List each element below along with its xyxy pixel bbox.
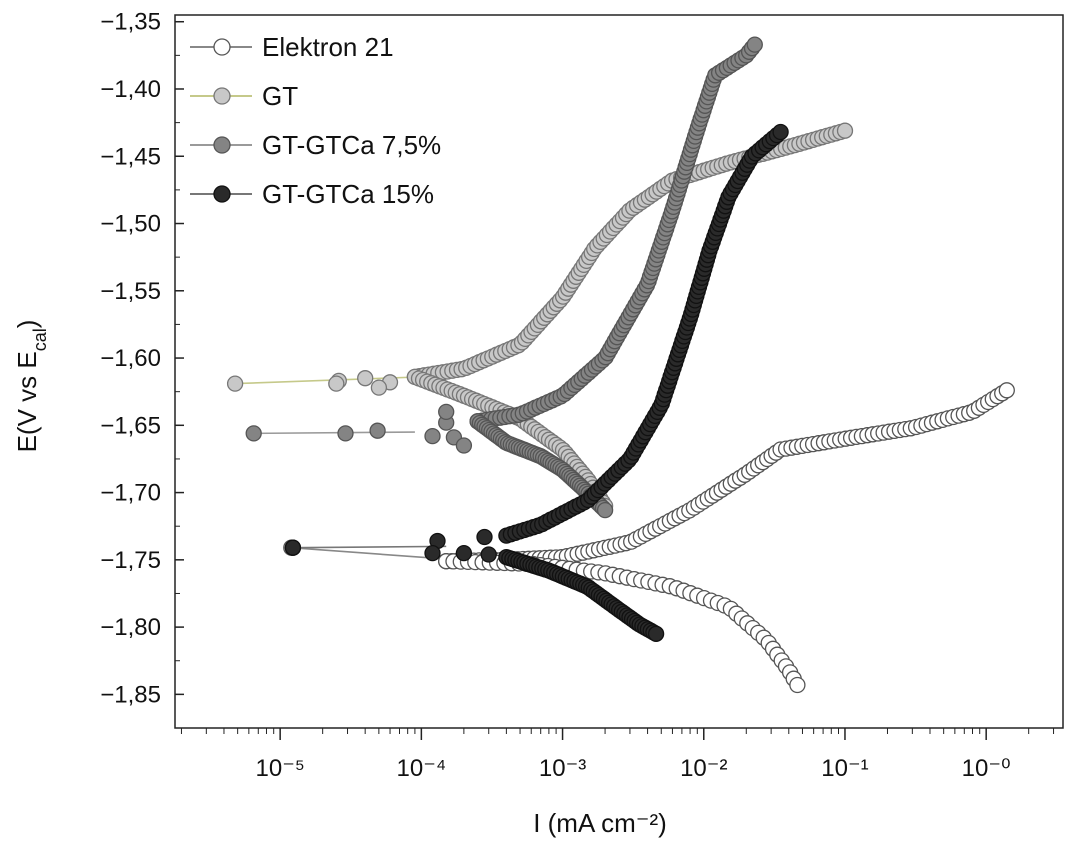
legend-label: GT-GTCa 15% <box>262 179 434 209</box>
series-2 <box>245 36 763 519</box>
data-point <box>357 370 374 387</box>
legend-label: Elektron 21 <box>262 32 394 62</box>
legend-marker <box>213 185 231 203</box>
data-point <box>328 375 345 392</box>
data-point <box>596 501 614 519</box>
data-point <box>480 546 497 563</box>
series-tail-line <box>292 545 447 549</box>
y-tick-label: −1,75 <box>100 547 161 574</box>
y-tick-label: −1,80 <box>100 614 161 641</box>
plot-area <box>226 36 1015 694</box>
y-tick-label: −1,65 <box>100 412 161 439</box>
legend: Elektron 21 GT GT-GTCa 7,5% GT-GTCa 15% <box>190 32 441 209</box>
data-point <box>998 382 1015 399</box>
y-tick-label: −1,55 <box>100 278 161 305</box>
legend-label: GT <box>262 81 298 111</box>
data-point <box>789 676 806 694</box>
legend-label: GT-GTCa 7,5% <box>262 130 441 160</box>
data-point <box>424 544 441 562</box>
y-tick-label: −1,85 <box>100 681 161 708</box>
data-point <box>455 544 473 562</box>
data-point <box>424 427 441 445</box>
x-tick-label: 10⁻³ <box>539 755 586 782</box>
series-tail-line <box>253 431 415 435</box>
y-tick-label: −1,60 <box>100 345 161 372</box>
data-point <box>284 539 302 556</box>
y-tick-label: −1,50 <box>100 211 161 238</box>
x-tick-label: 10⁻⁵ <box>256 755 305 782</box>
data-point <box>647 625 665 642</box>
data-point <box>370 379 388 396</box>
data-point <box>746 36 763 53</box>
series-3 <box>284 123 789 642</box>
data-point <box>836 122 854 139</box>
x-tick-label: 10⁻⁰ <box>962 755 1011 782</box>
x-tick-label: 10⁻⁴ <box>397 755 447 782</box>
data-point <box>245 425 262 442</box>
legend-marker <box>213 87 231 105</box>
axes: −1,35 −1,40 −1,45 −1,50 −1,55 −1,60 −1,65 −1,70… <box>100 9 1064 782</box>
legend-marker <box>213 38 231 56</box>
y-tick-label: −1,35 <box>100 9 161 36</box>
data-point <box>455 437 473 454</box>
x-tick-label: 10⁻² <box>680 755 727 782</box>
legend-marker <box>213 136 231 154</box>
x-tick-label: 10⁻¹ <box>821 755 868 782</box>
y-tick-label: −1,70 <box>100 480 161 507</box>
data-point <box>476 528 493 546</box>
y-tick-label: −1,40 <box>100 76 161 103</box>
data-point <box>337 425 354 442</box>
plot-frame <box>174 14 1064 729</box>
data-point <box>438 403 455 421</box>
x-axis-title: I (mA cm⁻²) <box>533 808 667 838</box>
data-point <box>226 375 244 392</box>
y-axis-title: E(V vs Ecal) <box>12 320 50 453</box>
data-point <box>369 422 386 439</box>
data-point <box>772 123 789 141</box>
y-tick-label: −1,45 <box>100 143 161 170</box>
